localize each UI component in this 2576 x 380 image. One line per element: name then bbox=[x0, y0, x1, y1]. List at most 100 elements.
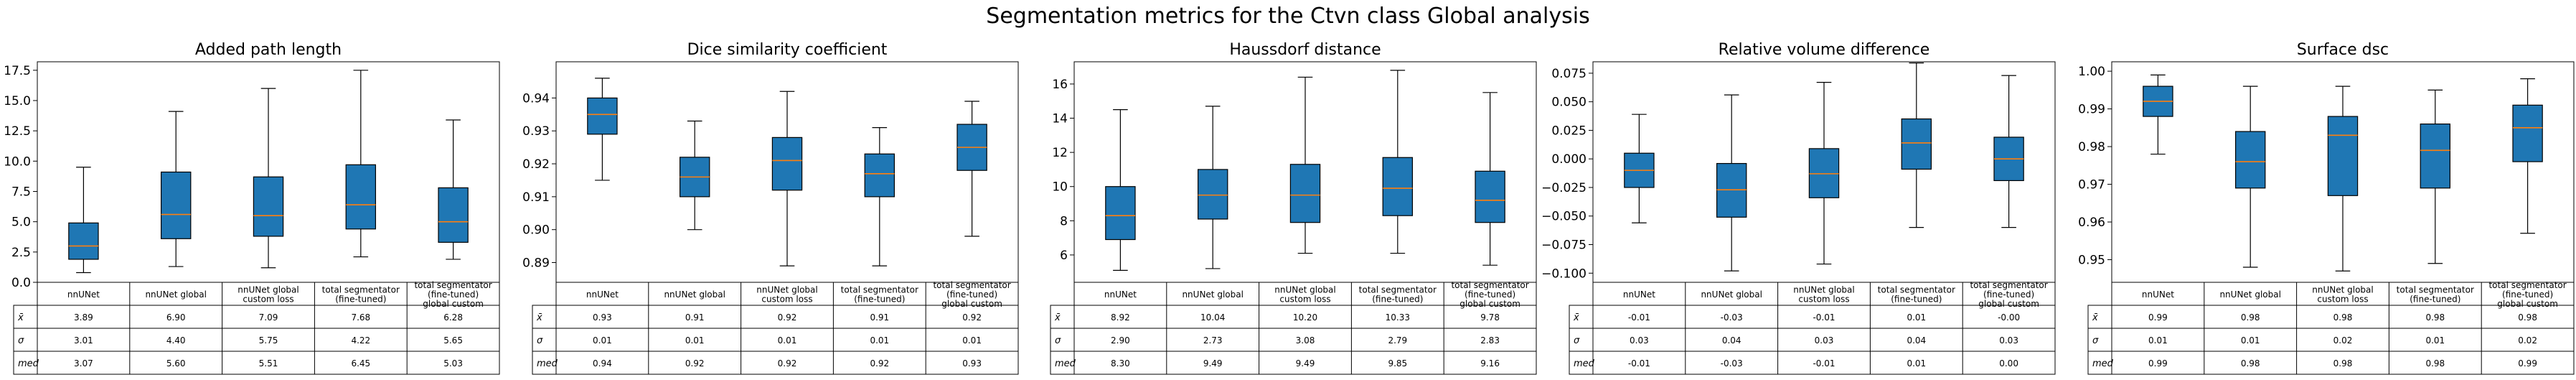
table-cell: 5.60 bbox=[166, 358, 186, 369]
table-cell: 0.98 bbox=[2241, 312, 2260, 323]
y-tick-label: 0.0 bbox=[11, 276, 31, 290]
table-cell: -0.03 bbox=[1721, 358, 1743, 369]
column-header: total segmentator (fine-tuned) global cust… bbox=[414, 280, 492, 309]
y-tick-label: 5.0 bbox=[11, 216, 31, 230]
table-cell: 0.01 bbox=[2425, 335, 2445, 346]
column-header-line: nnUNet bbox=[1104, 289, 1137, 300]
column-header-line: total segmentator bbox=[322, 285, 400, 295]
row-label: σ bbox=[1055, 335, 1061, 346]
iqr-box bbox=[771, 136, 803, 191]
column-header: nnUNet global custom loss bbox=[2312, 285, 2373, 305]
table-cell: 0.99 bbox=[2148, 312, 2168, 323]
column-header-line: nnUNet global bbox=[756, 285, 817, 295]
table-cell: 0.98 bbox=[2333, 312, 2353, 323]
column-header-line: global custom bbox=[2497, 299, 2558, 309]
column-header-line: (fine-tuned) bbox=[1465, 289, 1515, 300]
column-header-line: (fine-tuned) bbox=[335, 295, 386, 305]
table-cell: 5.65 bbox=[443, 335, 463, 346]
y-tick-label: 16 bbox=[1052, 78, 1068, 92]
column-header-line: total segmentator bbox=[414, 280, 492, 290]
table-cell: 2.83 bbox=[1480, 335, 1500, 346]
y-tick-label: 0.050 bbox=[1551, 96, 1587, 110]
y-tick-label: 0.94 bbox=[522, 91, 550, 106]
column-header: total segmentator (fine-tuned) global cust… bbox=[933, 280, 1010, 309]
y-tick-label: 0.93 bbox=[522, 124, 550, 139]
column-header-line: nnUNet global bbox=[238, 285, 299, 295]
table-cell: 0.98 bbox=[2518, 312, 2537, 323]
table-cell: 10.04 bbox=[1200, 312, 1225, 323]
iqr-box bbox=[864, 153, 896, 198]
column-header: nnUNet global bbox=[2219, 289, 2280, 300]
iqr-box bbox=[1382, 157, 1414, 216]
column-header-line: custom loss bbox=[1279, 295, 1330, 305]
row-label: σ bbox=[537, 335, 543, 346]
column-header-line: total segmentator bbox=[1359, 285, 1437, 295]
stats-table: nnUNet nnUNet global nnUNet global custom l… bbox=[2087, 280, 2575, 375]
table-cell: 0.01 bbox=[1907, 358, 1926, 369]
stats-table: nnUNet nnUNet global nnUNet global custom l… bbox=[13, 280, 500, 375]
y-tick-label: 0.000 bbox=[1551, 152, 1587, 167]
table-cell: 9.85 bbox=[1388, 358, 1407, 369]
column-header: nnUNet global custom loss bbox=[238, 285, 299, 305]
column-header: nnUNet global bbox=[1182, 289, 1243, 300]
table-cell: 0.92 bbox=[778, 312, 797, 323]
column-header-line: global custom bbox=[423, 299, 484, 309]
table-cell: 5.03 bbox=[443, 358, 463, 369]
table-cell: 5.75 bbox=[259, 335, 278, 346]
panel-title: Dice similarity coefficient bbox=[687, 41, 888, 59]
table-cell: 3.07 bbox=[74, 358, 93, 369]
table-cell: 0.01 bbox=[1907, 312, 1926, 323]
table-cell: 10.33 bbox=[1386, 312, 1410, 323]
table-cell: 6.45 bbox=[351, 358, 370, 369]
y-tick-label: 7.5 bbox=[11, 185, 31, 199]
column-header: nnUNet global bbox=[1701, 289, 1762, 300]
column-header-line: custom loss bbox=[761, 295, 812, 305]
table-cell: 0.04 bbox=[1722, 335, 1741, 346]
table-cell: 4.40 bbox=[166, 335, 186, 346]
iqr-box bbox=[438, 187, 469, 243]
panel-title: Surface dsc bbox=[2297, 41, 2389, 59]
column-header-line: nnUNet bbox=[586, 289, 619, 300]
table-cell: -0.01 bbox=[1628, 312, 1650, 323]
stats-table: nnUNet nnUNet global nnUNet global custom l… bbox=[1569, 280, 2056, 375]
y-tick-label: 0.96 bbox=[2078, 216, 2105, 230]
table-cell: 0.99 bbox=[2518, 358, 2537, 369]
table-cell: 9.49 bbox=[1296, 358, 1315, 369]
iqr-box bbox=[1105, 186, 1136, 241]
table-cell: 0.94 bbox=[593, 358, 612, 369]
column-header: total segmentator (fine-tuned) bbox=[1878, 285, 1955, 305]
table-cell: 0.01 bbox=[2241, 335, 2260, 346]
iqr-box bbox=[1289, 164, 1321, 223]
y-tick-label: 0.99 bbox=[2078, 103, 2105, 117]
y-tick-label: 2.5 bbox=[11, 246, 31, 260]
row-label: x̄ bbox=[1054, 312, 1061, 323]
row-label: med bbox=[18, 358, 39, 369]
table-cell: 5.51 bbox=[259, 358, 278, 369]
column-header-line: custom loss bbox=[1798, 295, 1849, 305]
column-header-line: nnUNet bbox=[1623, 289, 1655, 300]
table-cell: 4.22 bbox=[351, 335, 370, 346]
iqr-box bbox=[1197, 169, 1228, 220]
iqr-box bbox=[1901, 118, 1932, 170]
table-cell: 2.73 bbox=[1203, 335, 1223, 346]
stats-table: nnUNet nnUNet global nnUNet global custom l… bbox=[1050, 280, 1537, 375]
column-header-line: nnUNet bbox=[67, 289, 100, 300]
y-tick-label: 17.5 bbox=[4, 64, 31, 78]
column-header: total segmentator (fine-tuned) bbox=[1359, 285, 1437, 305]
table-cell: 0.01 bbox=[778, 335, 797, 346]
column-header-line: nnUNet global bbox=[1182, 289, 1243, 300]
column-header: total segmentator (fine-tuned) global cust… bbox=[1451, 280, 1528, 309]
column-header-line: (fine-tuned) bbox=[854, 295, 905, 305]
chart-panel: Surface dsc 0.95 0.96 0.97 0.98 0.99 1.00 nnUNe… bbox=[2078, 41, 2575, 375]
iqr-box bbox=[2234, 131, 2266, 189]
column-header: nnUNet global bbox=[664, 289, 725, 300]
chart-panel: Dice similarity coefficient 0.89 0.90 0.91 0… bbox=[522, 41, 1019, 375]
column-header: total segmentator (fine-tuned) global cust… bbox=[1970, 280, 2047, 309]
row-label: σ bbox=[18, 335, 24, 346]
column-header-line: global custom bbox=[941, 299, 1002, 309]
table-cell: 0.03 bbox=[1999, 335, 2018, 346]
row-label: med bbox=[2092, 358, 2114, 369]
table-cell: 3.89 bbox=[74, 312, 93, 323]
table-cell: 0.00 bbox=[1999, 358, 2018, 369]
chart-panel: Haussdorf distance 6 8 10 12 14 16 nnUNet nnUNet… bbox=[1050, 41, 1537, 375]
